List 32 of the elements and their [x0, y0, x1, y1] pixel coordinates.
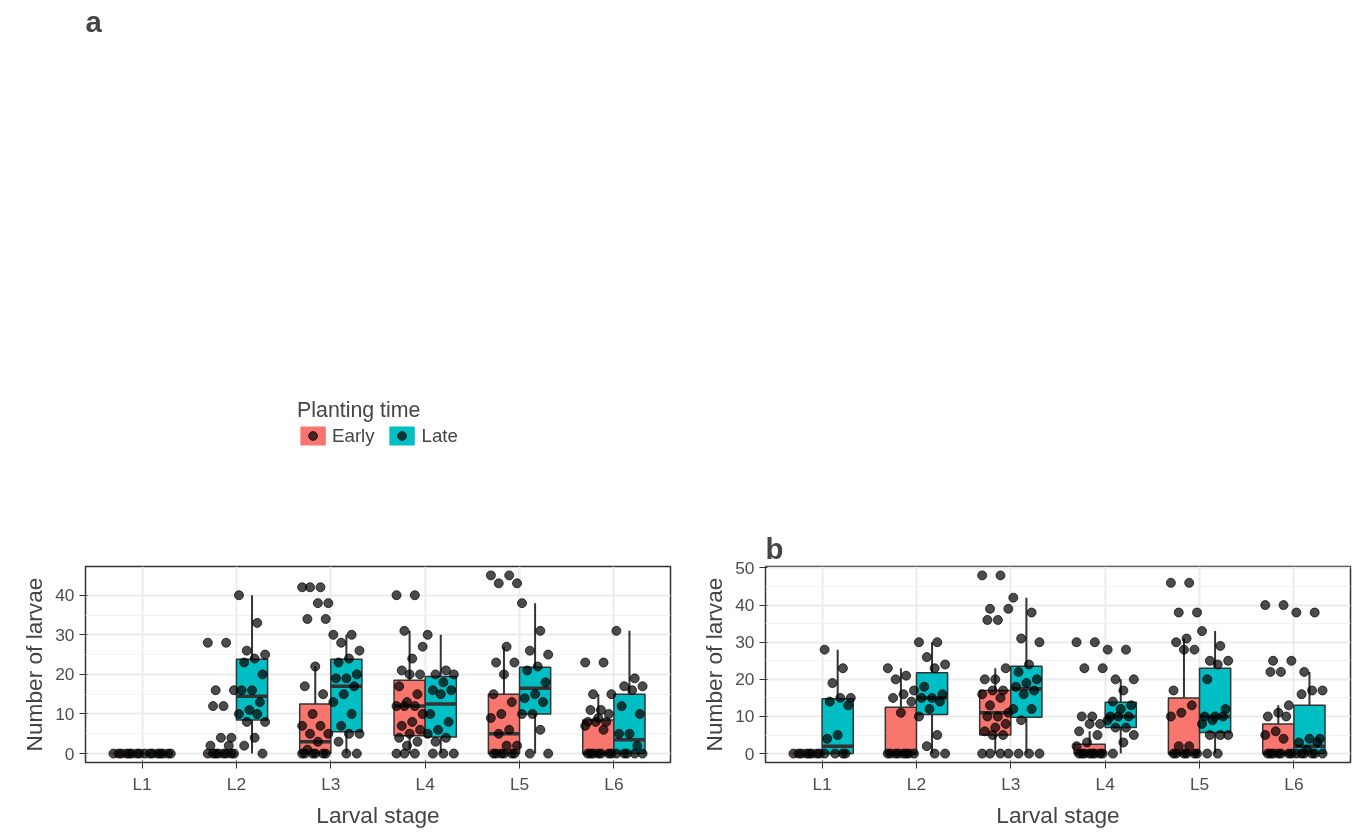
- y-tick-label: 30: [55, 624, 75, 645]
- y-axis-title: Number of larvae: [701, 577, 728, 752]
- x-tick-label: L4: [1095, 773, 1116, 794]
- y-tick-label: 40: [55, 585, 75, 606]
- x-tick-label: L5: [1189, 773, 1210, 794]
- x-tick-label: L5: [509, 773, 530, 794]
- x-tick-label: L1: [132, 773, 152, 794]
- x-tick-label: L3: [321, 773, 341, 794]
- legend-label: Early: [332, 424, 375, 447]
- y-axis-title: Number of larvae: [21, 577, 48, 752]
- chart-title: b: [765, 531, 784, 565]
- y-tick-label: 0: [744, 743, 755, 764]
- y-tick-label: 40: [735, 595, 755, 616]
- legend-label: Late: [421, 424, 458, 447]
- y-tick-label: 20: [735, 669, 755, 690]
- x-tick-label: L6: [604, 773, 624, 794]
- y-tick-label: 50: [735, 557, 755, 578]
- y-tick-label: 20: [55, 664, 75, 685]
- legend-title: Planting time: [297, 397, 422, 423]
- x-axis-title: Larval stage: [316, 801, 440, 828]
- x-tick-label: L3: [1001, 773, 1021, 794]
- x-tick-label: L2: [906, 773, 927, 794]
- x-tick-label: L4: [415, 773, 436, 794]
- y-tick-label: 30: [735, 632, 755, 653]
- chart-title: a: [85, 4, 103, 38]
- y-tick-label: 10: [55, 703, 75, 724]
- x-tick-label: L1: [812, 773, 832, 794]
- y-tick-label: 10: [735, 706, 755, 727]
- x-tick-label: L2: [226, 773, 247, 794]
- x-axis-title: Larval stage: [996, 801, 1120, 828]
- y-tick-label: 0: [64, 743, 75, 764]
- x-tick-label: L6: [1284, 773, 1304, 794]
